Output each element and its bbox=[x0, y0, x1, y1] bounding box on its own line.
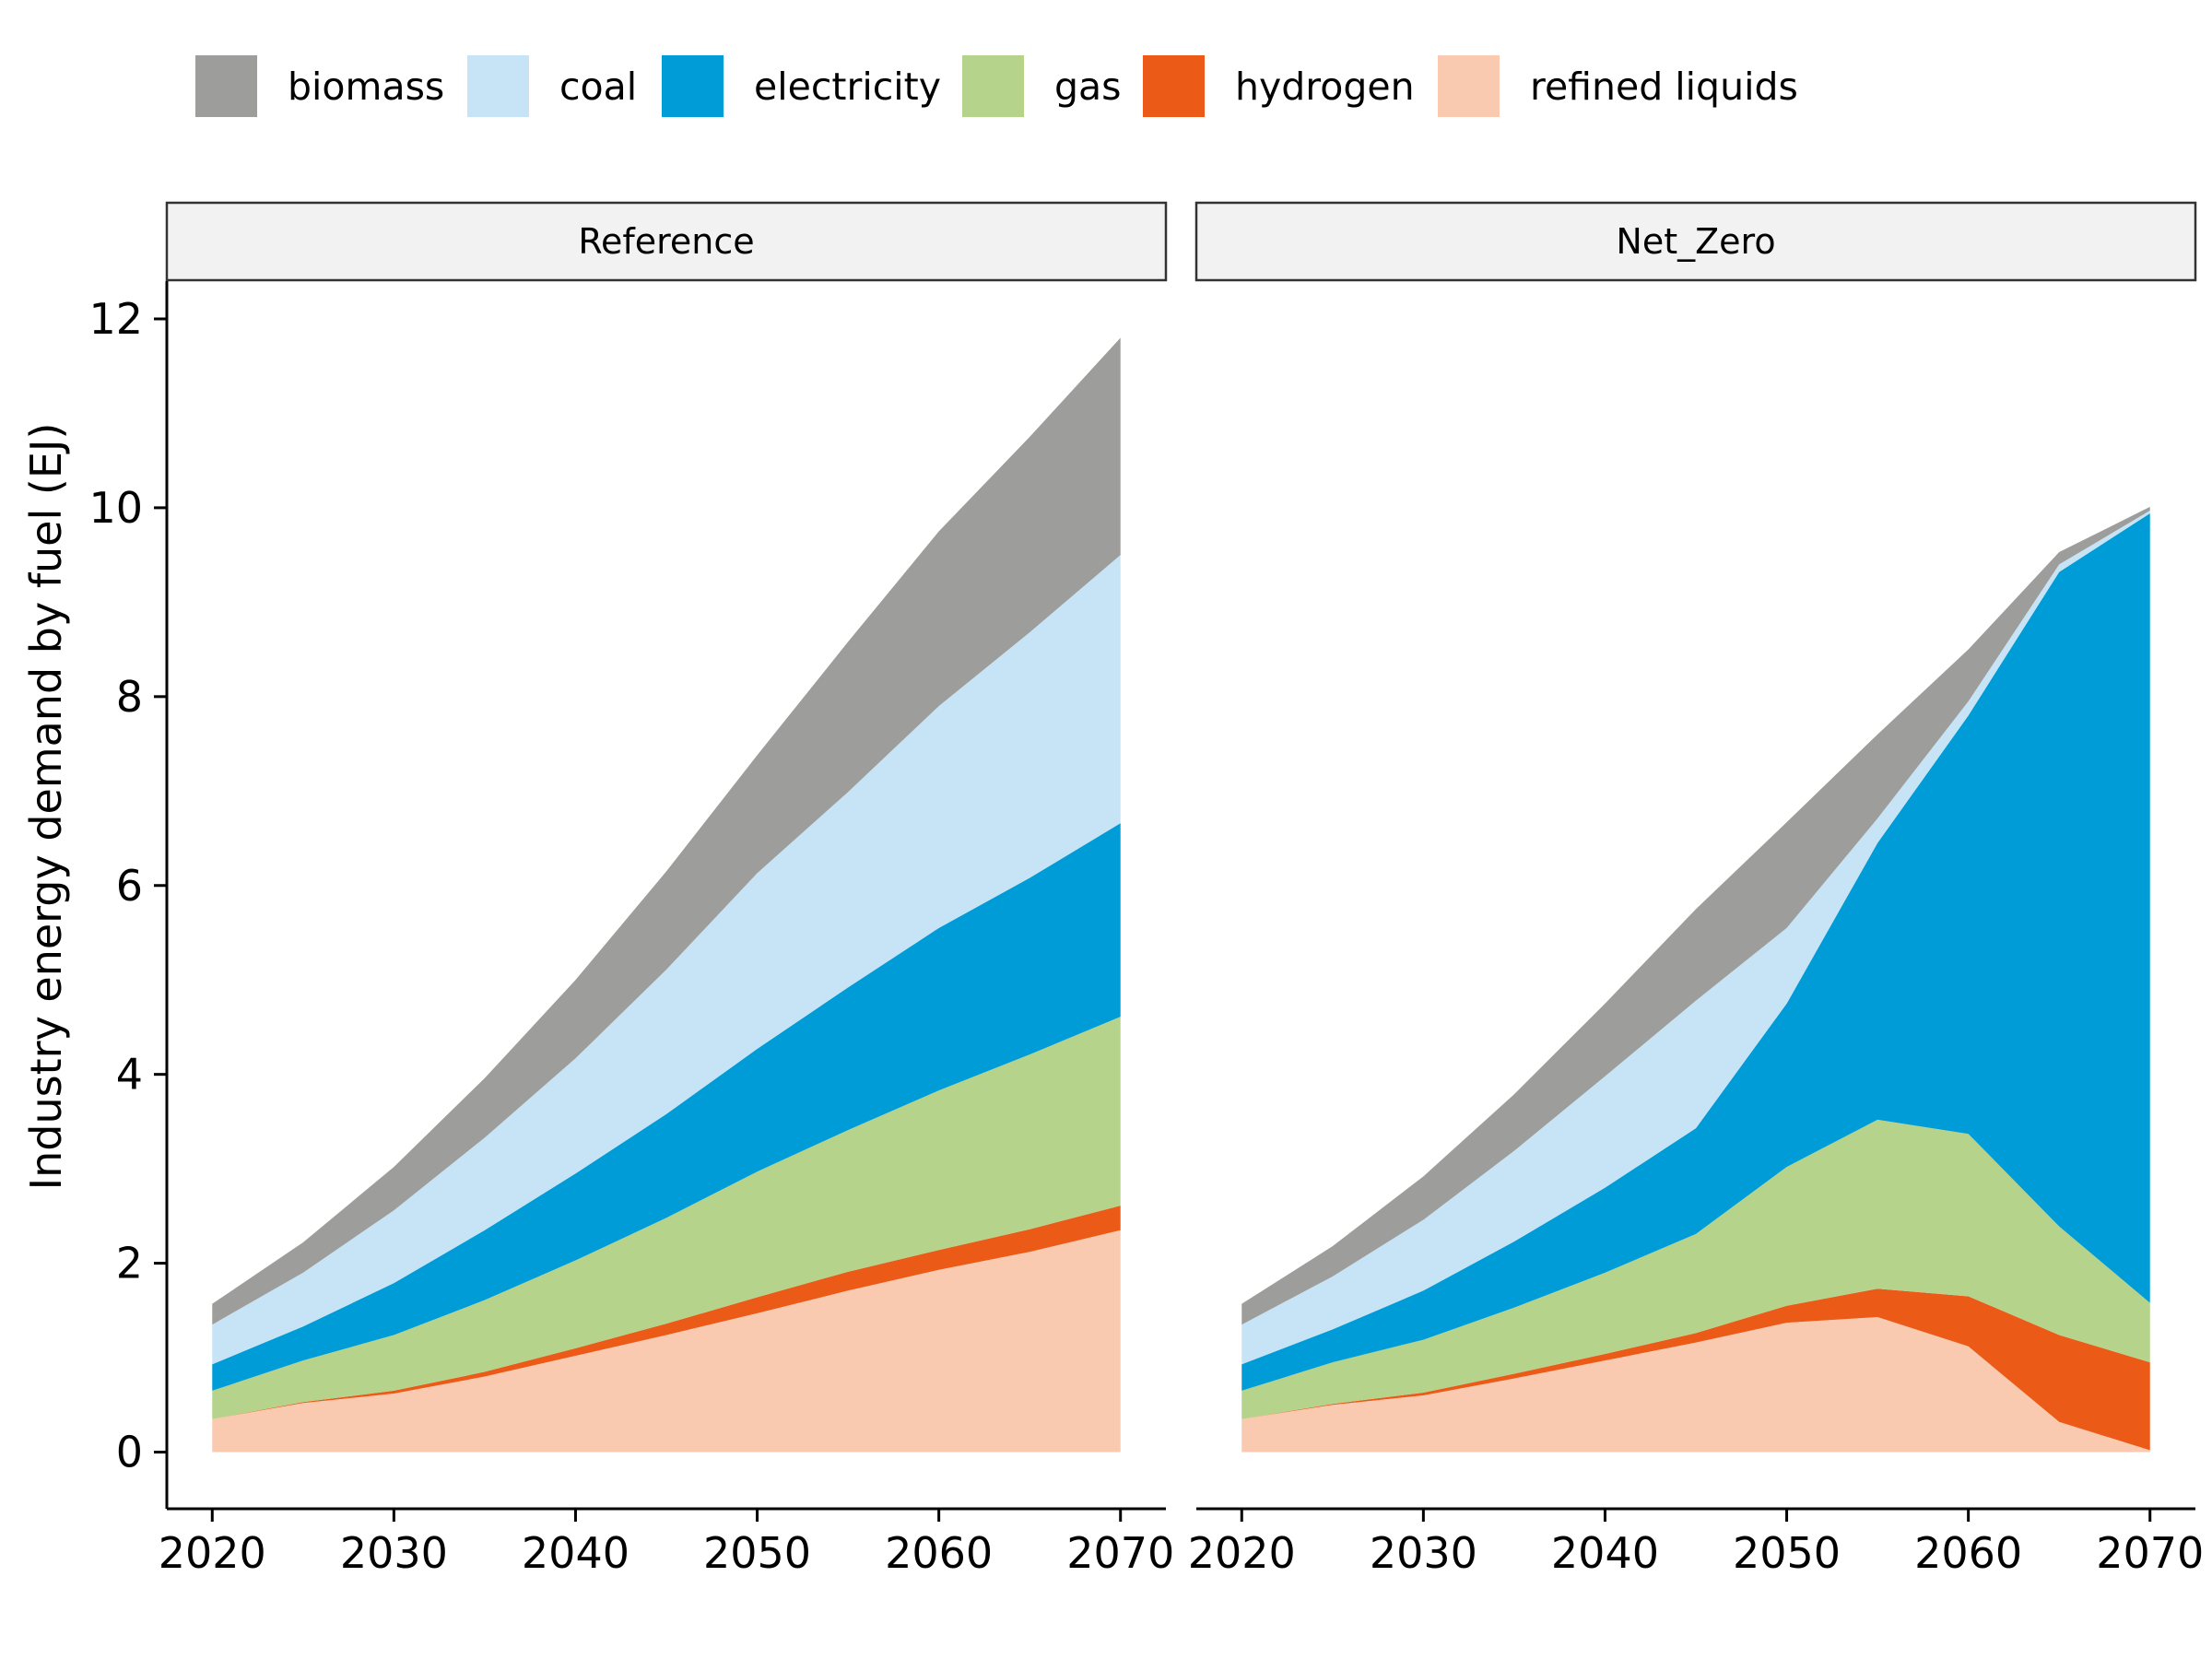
area-net-zero-electricity bbox=[1241, 513, 2150, 1391]
legend-item-refined-liquids: refined liquids bbox=[1438, 55, 1798, 117]
x-tick-label-2020: 2020 bbox=[1188, 1528, 1296, 1578]
x-tick-label-2060: 2060 bbox=[1914, 1528, 2022, 1578]
legend-label-hydrogen: hydrogen bbox=[1235, 65, 1415, 109]
x-tick-label-2070: 2070 bbox=[2096, 1528, 2204, 1578]
x-tick-label-2030: 2030 bbox=[340, 1528, 448, 1578]
x-tick-label-2040: 2040 bbox=[522, 1528, 629, 1578]
y-tick-label-0: 0 bbox=[116, 1428, 143, 1477]
legend-item-biomass: biomass bbox=[195, 55, 444, 117]
legend-swatch-coal bbox=[467, 55, 529, 117]
x-axis-net-zero: 2020 2030 2040 2050 2060 2070 bbox=[1188, 1507, 2204, 1578]
area-net-zero-coal bbox=[1241, 510, 2150, 1365]
strip-box bbox=[1194, 201, 2197, 282]
x-tick-label-2050: 2050 bbox=[703, 1528, 811, 1578]
y-axis: 0 2 4 6 8 10 12 bbox=[88, 281, 169, 1509]
legend-item-electricity: electricity bbox=[662, 55, 941, 117]
areas-net-zero bbox=[1241, 506, 2150, 1453]
area-net-zero-gas bbox=[1241, 1119, 2150, 1419]
legend-swatch-hydrogen bbox=[1143, 55, 1205, 117]
legend: biomass coal electricity gas hydrogen refined… bbox=[195, 55, 1798, 117]
x-tick-label-2040: 2040 bbox=[1551, 1528, 1659, 1578]
legend-item-coal: coal bbox=[467, 55, 637, 117]
strip-label-reference: Reference bbox=[578, 221, 754, 262]
strip-box bbox=[165, 201, 1168, 282]
y-tick-label-12: 12 bbox=[88, 294, 143, 344]
chart-panels: Reference 2020 2030 2040 2050 2060 2070 0 2 4 6 8 10… bbox=[88, 201, 2204, 1578]
legend-label-coal: coal bbox=[559, 65, 637, 109]
y-tick-label-6: 6 bbox=[116, 861, 143, 911]
x-tick-label-2050: 2050 bbox=[1733, 1528, 1841, 1578]
legend-swatch-electricity bbox=[662, 55, 724, 117]
x-tick-label-2070: 2070 bbox=[1066, 1528, 1174, 1578]
legend-swatch-refined-liquids bbox=[1438, 55, 1500, 117]
y-tick-label-4: 4 bbox=[116, 1050, 143, 1100]
legend-label-refined-liquids: refined liquids bbox=[1530, 65, 1798, 109]
panel-reference: Reference 2020 2030 2040 2050 2060 2070 0 2 4 6 8 10… bbox=[88, 201, 1174, 1578]
areas-reference bbox=[212, 337, 1121, 1453]
strip-label-net-zero: Net_Zero bbox=[1616, 221, 1775, 262]
legend-swatch-biomass bbox=[195, 55, 257, 117]
legend-item-gas: gas bbox=[962, 55, 1122, 117]
legend-swatch-gas bbox=[962, 55, 1024, 117]
y-tick-label-8: 8 bbox=[116, 672, 143, 722]
area-net-zero-biomass bbox=[1241, 506, 2150, 1325]
y-tick-label-2: 2 bbox=[116, 1239, 143, 1288]
x-tick-label-2020: 2020 bbox=[159, 1528, 266, 1578]
area-net-zero-hydrogen bbox=[1241, 1288, 2150, 1451]
area-net-zero-refined-liquids bbox=[1241, 1317, 2150, 1453]
strip-reference: Reference bbox=[165, 201, 1168, 282]
y-tick-label-10: 10 bbox=[88, 483, 143, 533]
x-tick-label-2060: 2060 bbox=[885, 1528, 993, 1578]
y-axis-title: Industry energy demand by fuel (EJ) bbox=[21, 423, 71, 1191]
legend-label-biomass: biomass bbox=[288, 65, 444, 109]
area-reference-coal bbox=[212, 555, 1121, 1365]
strip-net-zero: Net_Zero bbox=[1194, 201, 2197, 282]
legend-label-gas: gas bbox=[1054, 65, 1122, 109]
area-reference-refined-liquids bbox=[212, 1230, 1121, 1453]
x-tick-label-2030: 2030 bbox=[1370, 1528, 1477, 1578]
x-axis-reference: 2020 2030 2040 2050 2060 2070 bbox=[159, 1507, 1174, 1578]
area-reference-electricity bbox=[212, 823, 1121, 1391]
legend-label-electricity: electricity bbox=[754, 65, 941, 109]
panel-net-zero: Net_Zero 2020 2030 2040 2050 2060 2070 bbox=[1188, 201, 2204, 1578]
legend-item-hydrogen: hydrogen bbox=[1143, 55, 1415, 117]
